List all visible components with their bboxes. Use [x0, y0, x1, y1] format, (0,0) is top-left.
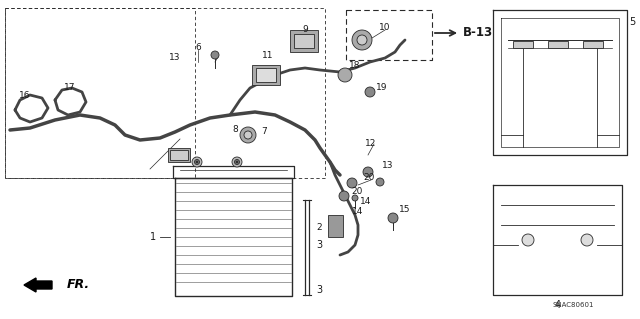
Text: 20: 20	[364, 174, 374, 182]
Circle shape	[363, 167, 373, 177]
Circle shape	[522, 234, 534, 246]
Circle shape	[365, 87, 375, 97]
Circle shape	[244, 131, 252, 139]
Circle shape	[240, 127, 256, 143]
Bar	[252, 65, 280, 85]
FancyArrow shape	[24, 278, 52, 292]
Circle shape	[211, 51, 219, 59]
Circle shape	[236, 161, 238, 163]
Text: 18: 18	[349, 61, 361, 70]
Bar	[548, 41, 568, 48]
Text: 10: 10	[380, 23, 391, 32]
Text: 7: 7	[261, 128, 267, 137]
Circle shape	[388, 213, 398, 223]
Bar	[168, 148, 190, 162]
Text: 14: 14	[360, 197, 372, 206]
Text: 2: 2	[316, 224, 322, 233]
Circle shape	[192, 157, 202, 167]
Circle shape	[195, 160, 200, 165]
Text: 20: 20	[351, 188, 363, 197]
Circle shape	[196, 161, 198, 163]
Circle shape	[352, 195, 358, 201]
Bar	[513, 41, 533, 48]
Text: 5: 5	[629, 17, 635, 27]
Text: B-13: B-13	[463, 26, 493, 40]
Text: 3: 3	[316, 240, 322, 250]
Bar	[328, 215, 343, 237]
Bar	[294, 34, 314, 48]
Circle shape	[339, 191, 349, 201]
Circle shape	[347, 178, 357, 188]
Bar	[170, 150, 188, 160]
Circle shape	[234, 160, 239, 165]
Text: 4: 4	[555, 300, 561, 310]
Circle shape	[357, 35, 367, 45]
Text: 16: 16	[19, 91, 31, 100]
Text: 17: 17	[64, 84, 76, 93]
Text: 8: 8	[232, 125, 238, 135]
Text: SNAC80601: SNAC80601	[552, 302, 594, 308]
Text: 3: 3	[316, 285, 322, 295]
Bar	[290, 30, 318, 52]
Text: 9: 9	[302, 25, 308, 33]
Circle shape	[232, 157, 242, 167]
Text: 14: 14	[352, 207, 364, 217]
Text: 15: 15	[399, 205, 411, 214]
Circle shape	[338, 68, 352, 82]
Text: 19: 19	[376, 84, 388, 93]
Text: 12: 12	[365, 138, 377, 147]
Bar	[583, 41, 603, 48]
Text: 6: 6	[195, 43, 201, 53]
Circle shape	[352, 30, 372, 50]
Circle shape	[581, 234, 593, 246]
Text: 11: 11	[262, 50, 274, 60]
Text: 13: 13	[169, 54, 180, 63]
Text: 13: 13	[382, 161, 394, 170]
Text: 1: 1	[150, 232, 156, 242]
Bar	[256, 68, 276, 82]
Circle shape	[376, 178, 384, 186]
Text: FR.: FR.	[67, 278, 90, 292]
